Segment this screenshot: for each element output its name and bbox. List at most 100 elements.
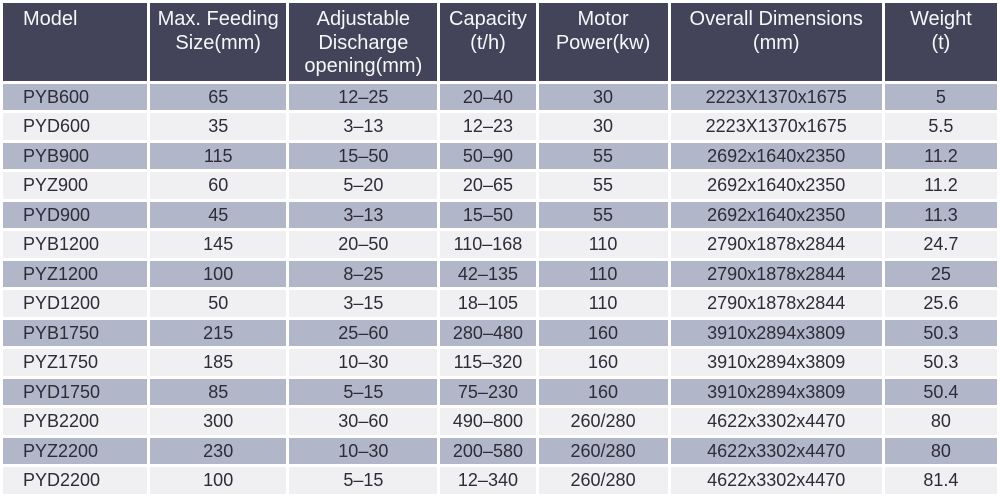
cell-weight: 80	[884, 437, 997, 465]
cell-max-feeding-size: 300	[150, 408, 287, 435]
cell-capacity: 15–50	[440, 201, 536, 229]
cell-motor-power: 160	[538, 378, 668, 406]
table-row: PYD600 35 3–13 12–23 30 2223X1370x1675 5.5	[3, 113, 997, 140]
cell-overall-dimensions: 2223X1370x1675	[670, 113, 882, 140]
cell-discharge-opening: 5–20	[289, 172, 438, 199]
cell-discharge-opening: 15–50	[289, 142, 438, 170]
cell-weight: 11.3	[884, 201, 997, 229]
cell-discharge-opening: 12–25	[289, 83, 438, 111]
cell-overall-dimensions: 4622x3302x4470	[670, 408, 882, 435]
cell-max-feeding-size: 85	[150, 378, 287, 406]
table-row: PYD1750 85 5–15 75–230 160 3910x2894x3809 50.4	[3, 378, 997, 406]
cell-max-feeding-size: 60	[150, 172, 287, 199]
cell-discharge-opening: 25–60	[289, 319, 438, 347]
column-header-weight: Weight (t)	[884, 3, 997, 81]
cell-model: PYZ900	[3, 172, 148, 199]
table-row: PYZ1200 100 8–25 42–135 110 2790x1878x2844 25	[3, 260, 997, 288]
cell-max-feeding-size: 65	[150, 83, 287, 111]
cell-max-feeding-size: 185	[150, 349, 287, 376]
cell-discharge-opening: 3–13	[289, 113, 438, 140]
cell-capacity: 12–23	[440, 113, 536, 140]
table-row: PYB900 115 15–50 50–90 55 2692x1640x2350 11.2	[3, 142, 997, 170]
cell-model: PYB2200	[3, 408, 148, 435]
cell-motor-power: 55	[538, 172, 668, 199]
table-row: PYB1750 215 25–60 280–480 160 3910x2894x3809 5…	[3, 319, 997, 347]
cell-max-feeding-size: 35	[150, 113, 287, 140]
cell-max-feeding-size: 145	[150, 231, 287, 258]
cell-weight: 11.2	[884, 172, 997, 199]
cell-max-feeding-size: 50	[150, 290, 287, 317]
cell-discharge-opening: 10–30	[289, 349, 438, 376]
cell-motor-power: 110	[538, 231, 668, 258]
cell-overall-dimensions: 2790x1878x2844	[670, 260, 882, 288]
column-header-overall-dimensions: Overall Dimensions (mm)	[670, 3, 882, 81]
cell-motor-power: 260/280	[538, 408, 668, 435]
cell-capacity: 20–40	[440, 83, 536, 111]
cell-model: PYD1750	[3, 378, 148, 406]
cell-weight: 25.6	[884, 290, 997, 317]
cell-overall-dimensions: 3910x2894x3809	[670, 349, 882, 376]
cell-capacity: 20–65	[440, 172, 536, 199]
table-row: PYD1200 50 3–15 18–105 110 2790x1878x2844 25.6	[3, 290, 997, 317]
column-header-max-feeding-size: Max. Feeding Size(mm)	[150, 3, 287, 81]
table-row: PYD900 45 3–13 15–50 55 2692x1640x2350 11.3	[3, 201, 997, 229]
cell-weight: 24.7	[884, 231, 997, 258]
cell-capacity: 115–320	[440, 349, 536, 376]
table-row: PYZ900 60 5–20 20–65 55 2692x1640x2350 11.2	[3, 172, 997, 199]
cell-model: PYD1200	[3, 290, 148, 317]
cell-max-feeding-size: 230	[150, 437, 287, 465]
cell-motor-power: 260/280	[538, 467, 668, 494]
cell-weight: 81.4	[884, 467, 997, 494]
cell-motor-power: 30	[538, 83, 668, 111]
column-header-motor-power: Motor Power(kw)	[538, 3, 668, 81]
cell-capacity: 200–580	[440, 437, 536, 465]
cell-weight: 5	[884, 83, 997, 111]
cell-motor-power: 160	[538, 349, 668, 376]
cell-max-feeding-size: 100	[150, 260, 287, 288]
cell-model: PYD2200	[3, 467, 148, 494]
cell-model: PYB600	[3, 83, 148, 111]
cell-capacity: 75–230	[440, 378, 536, 406]
cell-motor-power: 55	[538, 142, 668, 170]
cell-weight: 25	[884, 260, 997, 288]
cell-motor-power: 160	[538, 319, 668, 347]
cell-discharge-opening: 5–15	[289, 467, 438, 494]
cell-discharge-opening: 10–30	[289, 437, 438, 465]
cell-capacity: 110–168	[440, 231, 536, 258]
column-header-discharge-opening: Adjustable Discharge opening(mm)	[289, 3, 438, 81]
cell-motor-power: 30	[538, 113, 668, 140]
cell-weight: 50.4	[884, 378, 997, 406]
cell-capacity: 490–800	[440, 408, 536, 435]
cell-weight: 50.3	[884, 319, 997, 347]
table-row: PYZ1750 185 10–30 115–320 160 3910x2894x3809 5…	[3, 349, 997, 376]
cell-discharge-opening: 5–15	[289, 378, 438, 406]
cell-max-feeding-size: 115	[150, 142, 287, 170]
cell-model: PYZ2200	[3, 437, 148, 465]
cell-model: PYD900	[3, 201, 148, 229]
cell-overall-dimensions: 2692x1640x2350	[670, 172, 882, 199]
cell-capacity: 42–135	[440, 260, 536, 288]
table-header: Model Max. Feeding Size(mm) Adjustable Dis…	[3, 3, 997, 81]
cell-model: PYZ1200	[3, 260, 148, 288]
cell-weight: 50.3	[884, 349, 997, 376]
cell-overall-dimensions: 2692x1640x2350	[670, 142, 882, 170]
cell-motor-power: 55	[538, 201, 668, 229]
cell-weight: 11.2	[884, 142, 997, 170]
cell-weight: 80	[884, 408, 997, 435]
table-row: PYZ2200 230 10–30 200–580 260/280 4622x3302x4…	[3, 437, 997, 465]
cell-weight: 5.5	[884, 113, 997, 140]
cell-motor-power: 110	[538, 290, 668, 317]
cell-model: PYB900	[3, 142, 148, 170]
cell-motor-power: 260/280	[538, 437, 668, 465]
cell-discharge-opening: 20–50	[289, 231, 438, 258]
cell-overall-dimensions: 4622x3302x4470	[670, 467, 882, 494]
cell-overall-dimensions: 3910x2894x3809	[670, 319, 882, 347]
cell-overall-dimensions: 3910x2894x3809	[670, 378, 882, 406]
cell-capacity: 12–340	[440, 467, 536, 494]
table-row: PYD2200 100 5–15 12–340 260/280 4622x3302x447…	[3, 467, 997, 494]
cell-overall-dimensions: 2790x1878x2844	[670, 290, 882, 317]
table-row: PYB1200 145 20–50 110–168 110 2790x1878x2844 2…	[3, 231, 997, 258]
cell-max-feeding-size: 215	[150, 319, 287, 347]
table-body: PYB600 65 12–25 20–40 30 2223X1370x1675 5 PYD60…	[3, 83, 997, 494]
